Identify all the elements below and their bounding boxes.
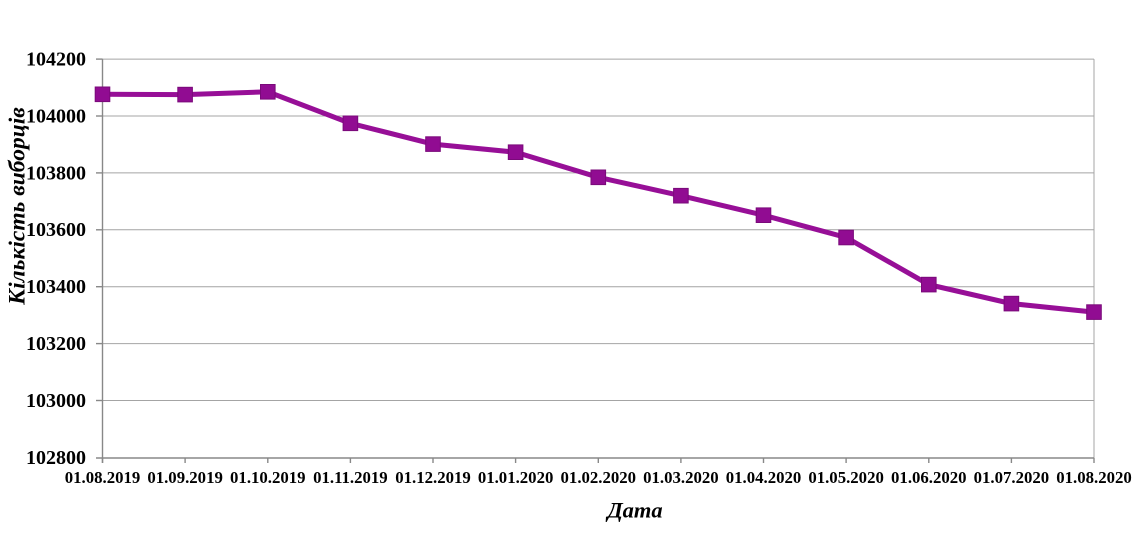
svg-text:01.12.2019: 01.12.2019 [395, 468, 471, 487]
svg-text:104200: 104200 [26, 49, 86, 71]
svg-text:103600: 103600 [26, 219, 86, 241]
svg-text:103400: 103400 [26, 276, 86, 298]
svg-text:01.11.2019: 01.11.2019 [313, 468, 388, 487]
svg-text:01.08.2019: 01.08.2019 [65, 468, 141, 487]
svg-text:104000: 104000 [26, 105, 86, 127]
svg-text:103000: 103000 [26, 390, 86, 412]
svg-text:103800: 103800 [26, 162, 86, 184]
svg-text:01.05.2020: 01.05.2020 [808, 468, 884, 487]
svg-text:01.06.2020: 01.06.2020 [891, 468, 967, 487]
svg-text:01.09.2019: 01.09.2019 [147, 468, 223, 487]
svg-text:01.08.2020: 01.08.2020 [1056, 468, 1132, 487]
svg-text:01.02.2020: 01.02.2020 [561, 468, 637, 487]
svg-text:01.07.2020: 01.07.2020 [974, 468, 1050, 487]
svg-text:102800: 102800 [26, 447, 86, 469]
svg-text:01.01.2020: 01.01.2020 [478, 468, 554, 487]
svg-text:01.04.2020: 01.04.2020 [726, 468, 802, 487]
svg-text:Кількість виборців: Кількість виборців [5, 107, 31, 306]
svg-text:Дата: Дата [605, 498, 662, 523]
svg-text:103200: 103200 [26, 333, 86, 355]
svg-text:01.10.2019: 01.10.2019 [230, 468, 306, 487]
svg-text:01.03.2020: 01.03.2020 [643, 468, 719, 487]
